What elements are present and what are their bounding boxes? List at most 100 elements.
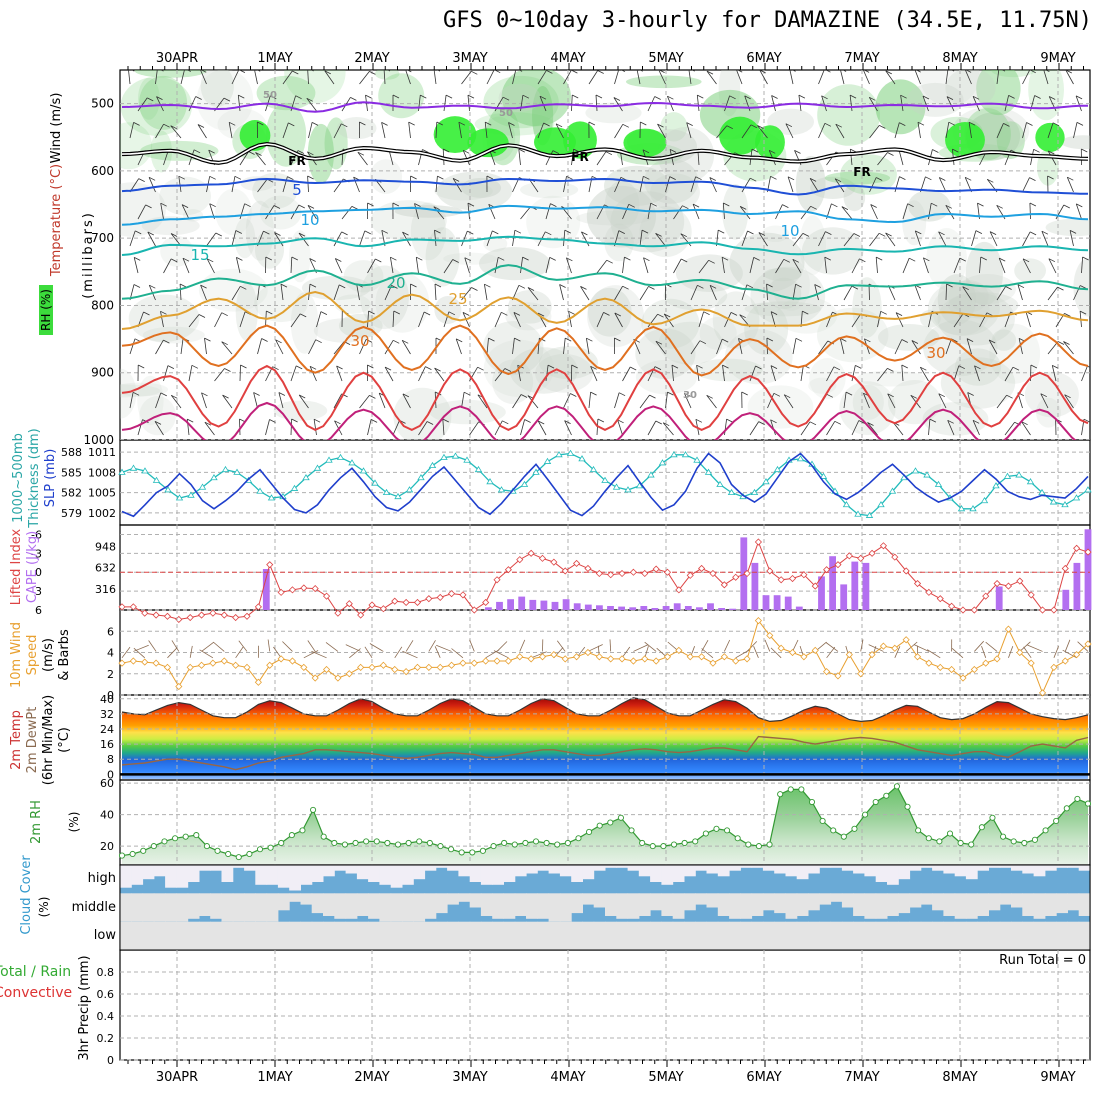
wind-barb — [239, 311, 246, 328]
wind-barb — [665, 392, 668, 409]
wind-barb-flag — [160, 310, 167, 315]
rh-point — [702, 830, 709, 837]
lifted-index-point — [379, 605, 387, 613]
cloud-cell-middle — [638, 893, 651, 916]
wind-barb — [458, 122, 462, 139]
rh-shade — [313, 318, 375, 343]
rh-shade — [644, 158, 699, 204]
wind-barb — [767, 393, 775, 409]
wind-barb-flag — [193, 149, 201, 154]
cloud-cell-middle — [853, 893, 865, 916]
thickness-point — [877, 500, 885, 508]
lifted-index-point — [300, 584, 308, 592]
cloud-cell-high — [548, 865, 561, 874]
wind-barb-flag — [613, 97, 621, 101]
lifted-index-point — [448, 590, 456, 598]
wind-barb — [462, 150, 470, 166]
wind-barb-flag — [787, 176, 795, 181]
cloud-cell-low — [413, 921, 426, 950]
wind-barb — [255, 152, 266, 166]
wind-barb — [902, 258, 910, 274]
wind-barb — [1043, 70, 1049, 85]
wind-barb-flag — [581, 231, 588, 236]
wind-barb — [938, 231, 947, 247]
wind-barb-flag — [149, 284, 156, 289]
rh-point — [989, 814, 996, 821]
cloud-cell-low — [571, 921, 583, 950]
wind-barb-flag — [643, 175, 650, 180]
wind-barb — [442, 418, 445, 436]
wind-barb-flag — [747, 230, 754, 235]
wind-barb — [953, 365, 960, 382]
wind-barb-flag — [393, 310, 400, 315]
surface-wind-barb — [826, 646, 836, 659]
cape-bar — [696, 607, 703, 610]
wind-barb-flag — [170, 258, 178, 263]
wind-barb — [596, 312, 604, 328]
lifted-index-point — [516, 556, 524, 564]
wind-barb-flag — [437, 175, 444, 180]
wind-speed-point — [834, 672, 842, 680]
cape-bar — [551, 601, 559, 610]
wind-speed-point — [1073, 651, 1081, 659]
freezing-level-line — [121, 143, 1089, 164]
wind-barb — [901, 364, 904, 382]
wind-barb-flag — [426, 421, 434, 425]
cloud-cell-low — [1067, 921, 1080, 950]
rh-point — [724, 827, 731, 834]
wind-barb — [892, 422, 904, 436]
pressure-tick-label: 900 — [91, 366, 114, 380]
lifted-index-tick-label: 3 — [35, 585, 42, 598]
thickness-point — [417, 473, 425, 481]
wind-barb-flag — [655, 233, 662, 237]
cloud-cell-middle — [1056, 893, 1068, 914]
cloud-cell-low — [289, 921, 301, 950]
wind-barb-flag — [1064, 394, 1071, 399]
cloud-cell-high — [638, 865, 651, 877]
rh-shade — [722, 184, 749, 240]
wind-barb-flag — [452, 178, 460, 182]
wind-barb — [770, 419, 776, 436]
rh-point — [363, 838, 370, 845]
lifted-index-point — [959, 606, 967, 614]
cape-bar — [651, 608, 659, 610]
wind-barb-flag — [1047, 175, 1054, 180]
rh-point — [808, 798, 816, 806]
lifted-index-point — [1027, 591, 1035, 599]
wind-barb-flag — [999, 257, 1006, 262]
thickness-point — [141, 467, 149, 474]
wind-barb-flag — [402, 231, 409, 236]
cloud-cell-middle — [875, 893, 888, 919]
surface-wind-barb — [349, 648, 361, 659]
wind-barb — [741, 284, 748, 301]
wind-barb-flag — [639, 70, 643, 72]
cape-bar — [662, 606, 670, 610]
wind-barb-flag — [741, 391, 748, 396]
lifted-index-tick-label: 6 — [35, 604, 42, 617]
lifted-index-point — [402, 598, 410, 607]
wind-speed-point — [493, 657, 501, 665]
wind-barb-flag — [722, 338, 729, 343]
lifted-index-point — [1084, 548, 1092, 556]
wind-barb-flag — [498, 256, 505, 261]
cloud-cell-low — [311, 921, 324, 950]
wind-barb-flag — [414, 203, 421, 207]
cloud-cell-low — [255, 921, 268, 950]
thickness-point — [555, 451, 563, 458]
wind-barb-flag — [518, 70, 523, 72]
wind-barb-flag — [703, 311, 710, 316]
wind-barb-flag — [463, 149, 470, 154]
rh-point — [862, 811, 869, 818]
thickness-point — [520, 480, 529, 487]
wind-barb-flag — [697, 94, 704, 99]
wind-barb — [137, 204, 146, 220]
rh-point — [479, 847, 486, 854]
wind-barb-flag — [368, 310, 375, 315]
wind-barb-flag — [911, 340, 919, 344]
wind-barb-flag — [309, 258, 316, 262]
cloud-cell-middle — [988, 893, 1001, 911]
wind-barb-flag — [750, 177, 757, 182]
cape-bar — [262, 569, 270, 610]
wind-speed-point — [618, 655, 626, 663]
wind-barb-flag — [280, 283, 288, 288]
